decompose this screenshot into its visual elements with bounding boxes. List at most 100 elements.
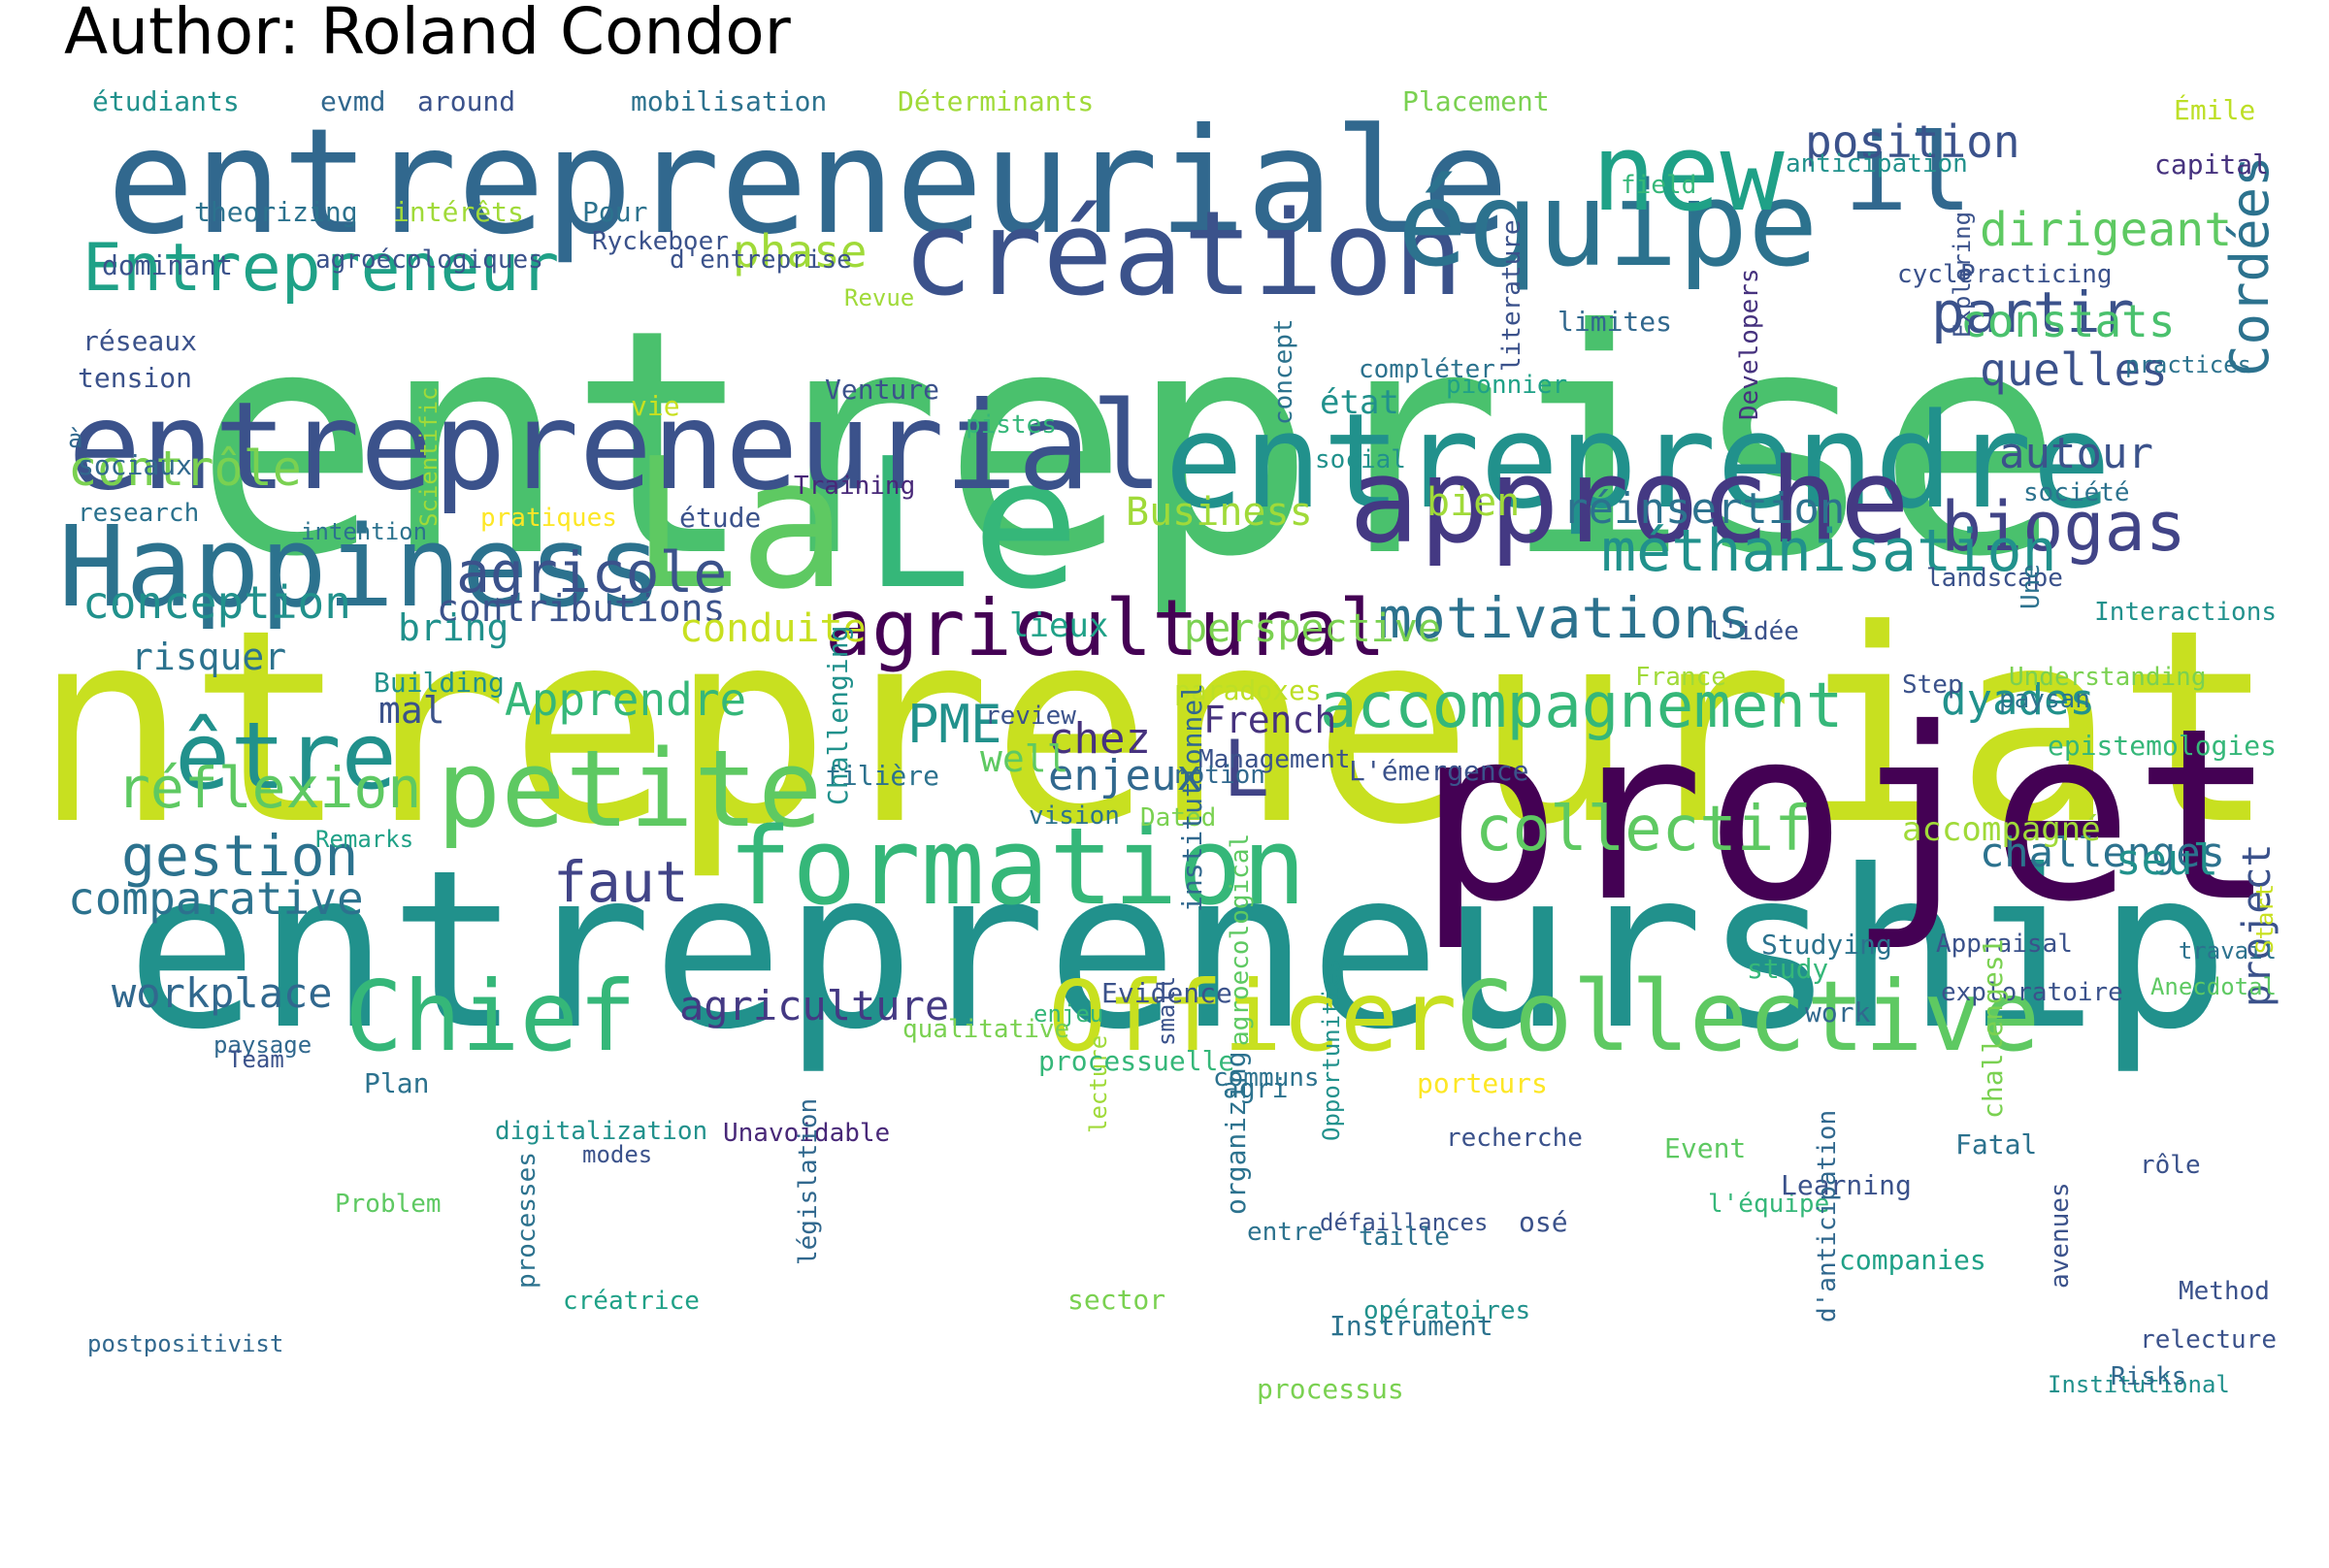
cloud-word: intention <box>301 518 428 545</box>
cloud-word: être <box>175 703 397 810</box>
cloud-word: Problem <box>335 1190 442 1219</box>
cloud-word: création <box>902 187 1463 322</box>
cloud-word: conception <box>82 576 351 629</box>
cloud-word: sector <box>1067 1284 1166 1316</box>
cloud-word: enjeu <box>1033 1000 1104 1028</box>
cloud-word: dirigeant <box>1980 203 2233 257</box>
cloud-word: Pour <box>582 196 648 228</box>
cloud-word: avenues <box>2046 1182 2075 1289</box>
cloud-word: Anecdotal <box>2149 973 2277 1000</box>
cloud-word: accompagné <box>1902 810 2101 849</box>
cloud-word: workplace <box>112 969 333 1017</box>
cloud-word: étude <box>679 502 762 534</box>
word-cloud: entreprise entrepreneuriat entrepreneurshi… <box>58 66 2279 1568</box>
cloud-word: collectif <box>1475 794 1812 866</box>
cloud-word: Building <box>374 667 505 699</box>
cloud-word: Unavoidable <box>723 1119 891 1148</box>
cloud-word: agroécologiques <box>315 245 543 275</box>
cloud-word: literature <box>1497 219 1526 372</box>
cloud-word: compléter <box>1359 355 1495 384</box>
cloud-word: société <box>2023 478 2130 507</box>
cloud-word: comparative <box>68 872 364 925</box>
cloud-word: Studying <box>1761 929 1892 961</box>
cloud-word: entrepreneuriat <box>58 572 2277 883</box>
cloud-word: méthanisation <box>1601 517 2057 585</box>
cloud-word: autour <box>1999 429 2153 478</box>
cloud-word: epistemologies <box>2047 730 2277 762</box>
author-title: Author: Roland Condor <box>64 0 791 69</box>
cloud-word: cycle <box>1897 260 1974 289</box>
cloud-word: porteurs <box>1417 1067 1548 1099</box>
cloud-word: petite <box>437 727 823 851</box>
cloud-word: risquer <box>131 636 287 678</box>
cloud-word: processus <box>1257 1373 1404 1405</box>
cloud-word: vie <box>631 390 680 422</box>
cloud-word: Training <box>794 472 916 501</box>
cloud-word: Exploring <box>1949 211 1976 338</box>
cloud-word: entre <box>1247 1218 1324 1247</box>
cloud-word: accompagnement <box>1320 670 1844 742</box>
cloud-word: entreprise <box>194 264 2064 625</box>
cloud-word: around <box>417 85 516 117</box>
cloud-word: Step <box>1902 670 1963 700</box>
cloud-word: phase <box>733 225 868 278</box>
cloud-word: Opportunities <box>1318 959 1345 1141</box>
cloud-word: contrôle <box>68 441 302 497</box>
cloud-word: theorizing <box>194 196 358 228</box>
cloud-word: Officer <box>1048 960 1458 1073</box>
cloud-word: agri <box>1223 1072 1289 1104</box>
cloud-word: challenges <box>1980 829 2225 876</box>
cloud-word: entrepreneurship <box>126 824 2230 1078</box>
cloud-word: intérêts <box>393 196 524 228</box>
cloud-word: Institutional <box>2048 1371 2230 1398</box>
cloud-word: législation <box>794 1097 823 1265</box>
cloud-word: tension <box>78 362 193 394</box>
cloud-word: l'idée <box>1708 617 1799 646</box>
cloud-word: sociaux <box>78 449 193 481</box>
cloud-word: La <box>631 419 847 629</box>
cloud-word: Émile <box>2174 94 2256 126</box>
cloud-word: Chief <box>344 960 638 1073</box>
cloud-word: relecture <box>2140 1325 2277 1355</box>
cloud-word: Risks <box>2111 1362 2187 1391</box>
cloud-word: dominant <box>102 249 233 281</box>
cloud-word: réinsertion <box>1562 484 1846 534</box>
cloud-word: Venture <box>825 374 940 406</box>
cloud-word: Appraisal <box>1936 930 2073 959</box>
cloud-word: Interactions <box>2094 598 2277 627</box>
cloud-word: agroecological <box>1226 833 1255 1046</box>
cloud-word: étudiants <box>92 85 240 117</box>
cloud-word: research <box>78 499 200 528</box>
cloud-word: Fatal <box>1955 1128 2038 1160</box>
cloud-word: à <box>68 425 83 454</box>
cloud-word: PME <box>907 694 1002 755</box>
cloud-word: réflexion <box>116 755 422 821</box>
cloud-word: France <box>1635 663 1726 692</box>
cloud-word: digitalization <box>495 1117 708 1146</box>
cloud-word: Understanding <box>2009 663 2207 692</box>
cloud-word: Apprendre <box>505 673 747 726</box>
cloud-word: recherche <box>1446 1124 1583 1153</box>
cloud-word: bien <box>1427 480 1521 525</box>
cloud-word: contributions <box>437 587 726 630</box>
cloud-word: pistes <box>966 410 1057 440</box>
cloud-word: chez <box>1048 714 1151 764</box>
cloud-word: notion <box>1174 761 1265 790</box>
cloud-word: vision <box>1029 801 1120 831</box>
cloud-word: evmd <box>320 85 386 117</box>
cloud-word: l'équipe <box>1708 1190 1830 1219</box>
cloud-word: Une <box>2017 564 2046 609</box>
cloud-word: Plan <box>364 1067 430 1099</box>
cloud-word: état <box>1320 383 1399 422</box>
cloud-word: Management <box>1198 745 1351 774</box>
cloud-word: défaillances <box>1320 1209 1489 1236</box>
cloud-word: Business <box>1126 490 1313 535</box>
cloud-word: postpositivist <box>87 1330 284 1357</box>
cloud-word: processes <box>512 1152 541 1289</box>
cloud-word: limites <box>1558 306 1673 338</box>
cloud-word: taille <box>1359 1223 1450 1252</box>
cloud-word: work <box>1805 996 1871 1029</box>
cloud-word: motivations <box>1378 585 1752 651</box>
cloud-word: Start <box>2251 883 2279 954</box>
cloud-word: filière <box>825 760 940 792</box>
